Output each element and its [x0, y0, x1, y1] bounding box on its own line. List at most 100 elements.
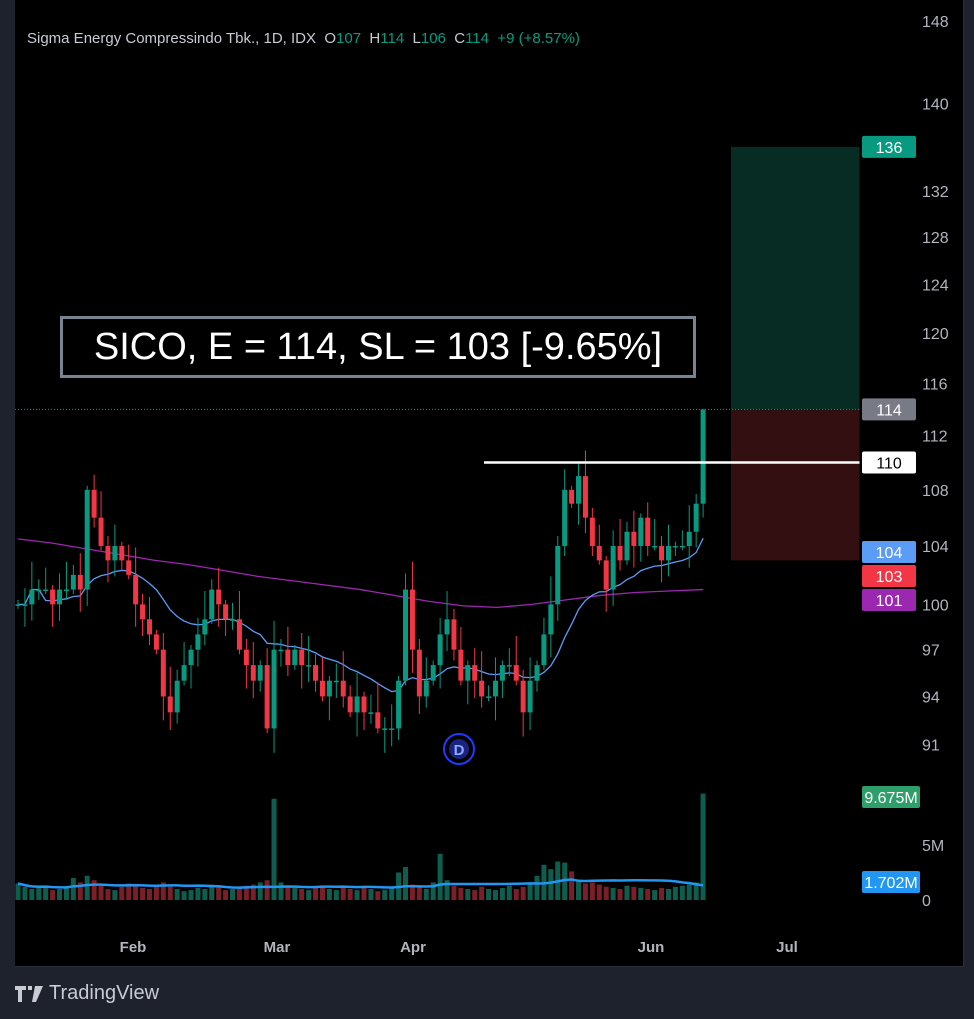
volume-bar	[576, 880, 582, 900]
volume-bar	[499, 887, 505, 900]
open-value: 107	[336, 30, 362, 47]
candle-body	[126, 560, 132, 575]
volume-bar	[292, 887, 298, 900]
candle-body	[541, 634, 547, 666]
target-price-label: 136	[876, 140, 903, 157]
candle-body	[167, 696, 173, 713]
candle-body	[610, 545, 616, 590]
tradingview-logo[interactable]: TradingView	[15, 982, 159, 1005]
volume-bar	[472, 890, 478, 900]
candle-body	[368, 712, 374, 714]
volume-bar	[57, 889, 63, 900]
volume-bar	[160, 882, 166, 900]
candle-body	[174, 680, 180, 713]
low-value: 106	[420, 30, 446, 47]
volume-bar	[133, 884, 139, 900]
candle-body	[361, 696, 367, 713]
target-zone	[731, 146, 860, 410]
candle-body	[36, 589, 42, 592]
candle-body	[520, 680, 526, 713]
candle-body	[70, 574, 76, 590]
volume-bar	[416, 886, 422, 900]
candle-body	[679, 545, 685, 548]
brand-name: TradingView	[49, 982, 160, 1004]
stop-price-label-bg	[862, 564, 916, 587]
volume-bar	[326, 889, 332, 900]
volume-bar	[527, 882, 533, 900]
volume-bar	[236, 887, 242, 900]
candle-body	[569, 489, 575, 504]
volume-bar	[589, 882, 595, 900]
candle-body	[527, 680, 533, 713]
volume-bar	[624, 885, 630, 900]
volume-bar	[216, 886, 222, 900]
volume-bar	[250, 884, 256, 900]
candle-body	[430, 665, 436, 681]
time-tick-label: Mar	[264, 939, 291, 956]
volume-bar	[188, 890, 194, 900]
candle-body	[513, 665, 519, 681]
slow-ma-price-label: 101	[876, 593, 903, 610]
fast-ma-line	[18, 537, 704, 693]
volume-bar	[257, 882, 263, 900]
volume-bar	[672, 886, 678, 900]
stop-zone	[731, 409, 860, 561]
volume-bar	[465, 889, 471, 900]
volume-bar	[610, 887, 616, 900]
candle-body	[437, 634, 443, 666]
candle-body	[264, 665, 270, 729]
volume-bar	[700, 793, 706, 900]
slow-ma-line	[17, 538, 704, 608]
volume-bar	[195, 887, 201, 900]
candle-body	[403, 589, 409, 681]
volume-bar	[146, 889, 152, 900]
volume-bar	[36, 887, 42, 900]
volume-bar	[174, 889, 180, 900]
volume-bar	[645, 889, 651, 900]
candle-body	[354, 696, 360, 713]
volume-bar	[91, 880, 97, 900]
fast-ma-price-label: 104	[876, 545, 903, 562]
chart-canvas[interactable]: D 148 140 132 128 124 120 116 112 108 104 100 97 94 91…	[15, 0, 963, 966]
volume-bar	[119, 886, 125, 900]
candle-body	[603, 560, 609, 590]
candle-body	[652, 545, 658, 548]
close-label: C	[454, 30, 466, 47]
volume-bar	[403, 867, 409, 900]
candle-body	[534, 665, 540, 681]
volume-bar	[299, 889, 305, 900]
candle-body	[423, 680, 429, 697]
volume-bar	[631, 886, 637, 900]
volume-ma-label: 1.702M	[864, 875, 917, 892]
dividend-marker: D	[443, 733, 475, 765]
volume-bar	[423, 889, 429, 900]
candle-body	[659, 545, 665, 561]
candle-body	[57, 589, 63, 605]
volume-last-label-bg	[862, 786, 920, 808]
trade-annotation[interactable]: SICO, E = 114, SL = 103 [-9.65%]	[60, 316, 696, 378]
candle-body	[576, 476, 582, 504]
candle-body	[91, 489, 97, 518]
candle-body	[285, 649, 291, 666]
chart-pane[interactable]: D 148 140 132 128 124 120 116 112 108 104 100 97 94 91…	[15, 0, 964, 967]
candle-body	[98, 517, 104, 546]
candle-body	[451, 619, 457, 650]
candle-body	[693, 503, 699, 532]
volume-bar	[389, 887, 395, 900]
candle-body	[202, 619, 208, 635]
time-tick-label: Jul	[776, 939, 798, 956]
volume-bar	[665, 889, 671, 900]
volume-ma-line	[17, 878, 704, 889]
volume-bar	[506, 885, 512, 900]
candle-body	[631, 531, 637, 546]
candle-body	[340, 680, 346, 697]
volume-bar	[230, 889, 236, 900]
candle-body	[306, 665, 312, 667]
volume-bar	[520, 886, 526, 900]
volume-bar	[181, 891, 187, 900]
volume-bar	[679, 885, 685, 900]
candle-body	[146, 619, 152, 635]
candle-body	[250, 665, 256, 681]
candle-body	[396, 680, 402, 729]
candle-body	[160, 649, 166, 697]
